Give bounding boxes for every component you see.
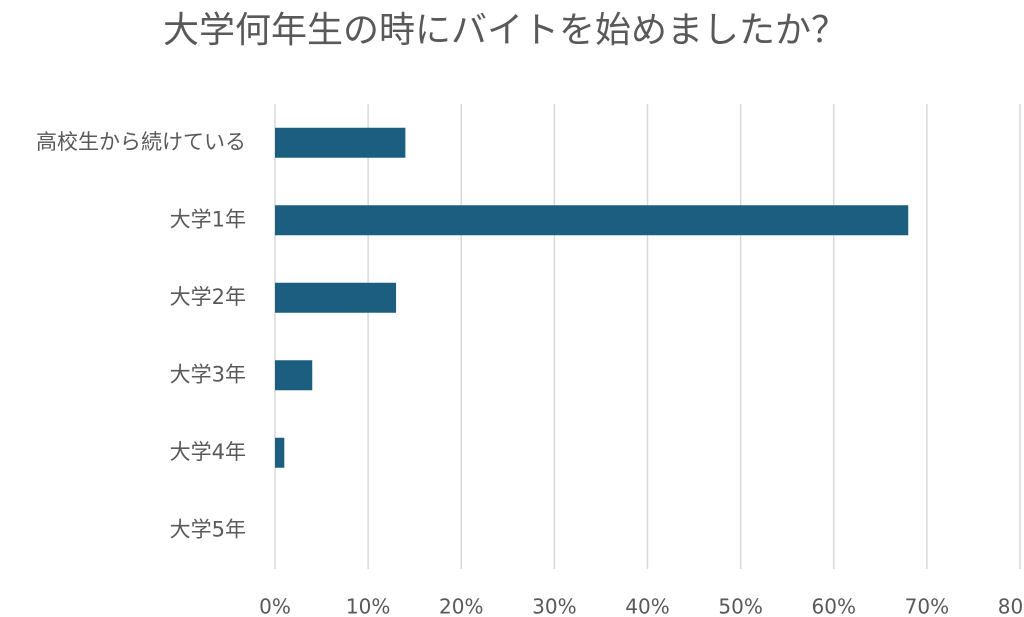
x-tick-label: 50% — [718, 595, 762, 617]
x-tick-label: 40% — [625, 595, 669, 617]
y-tick-label: 大学3年 — [170, 362, 246, 386]
x-tick-label: 80% — [998, 595, 1024, 617]
bar — [275, 282, 397, 313]
bar — [275, 360, 313, 391]
y-tick-label: 大学5年 — [170, 517, 246, 541]
x-tick-label: 20% — [439, 595, 483, 617]
chart-title: 大学何年生の時にバイトを始めましたか？ — [163, 10, 847, 51]
y-tick-label: 大学1年 — [170, 207, 246, 231]
bar — [275, 437, 285, 468]
x-tick-label: 10% — [346, 595, 390, 617]
x-tick-label: 0% — [259, 595, 291, 617]
bar — [275, 205, 909, 236]
x-tick-label: 30% — [532, 595, 576, 617]
y-tick-label: 大学2年 — [170, 285, 246, 309]
y-tick-label: 高校生から続けている — [36, 130, 246, 154]
y-tick-label: 大学4年 — [170, 440, 246, 464]
x-tick-label: 60% — [812, 595, 856, 617]
x-tick-label: 70% — [905, 595, 949, 617]
bar — [275, 127, 406, 158]
